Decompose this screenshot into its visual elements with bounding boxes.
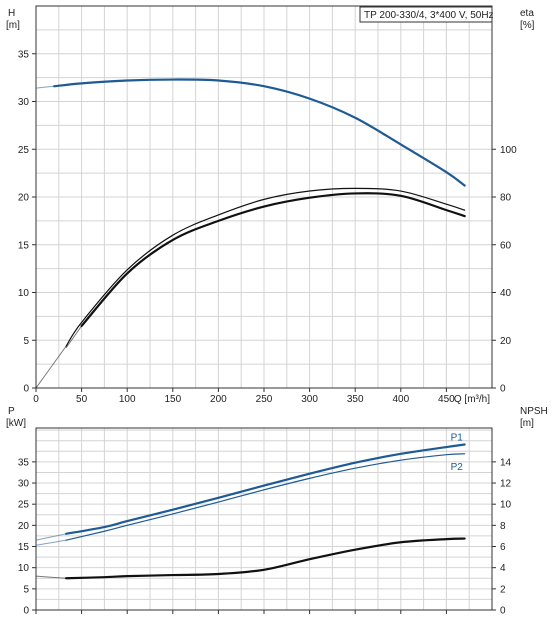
bottom-y-left-unit: [kW] [6,418,26,429]
top-series-eta-lead [65,325,83,349]
bottom-y-left-tick-label: 25 [18,500,30,511]
bottom-series-label-P2: P2 [451,462,464,473]
top-y-left-tick-label: 5 [23,336,29,347]
bottom-y-right-unit: [m] [520,418,534,429]
top-x-tick-label: 100 [119,394,136,405]
top-y-right-tick-label: 0 [500,384,506,395]
bottom-y-right-title: NPSH [520,406,548,417]
top-x-tick-label: 200 [210,394,227,405]
top-y-right-title: eta [520,8,534,19]
bottom-chart-series [35,443,466,580]
top-x-tick-label: 400 [392,394,409,405]
top-y-right-tick-label: 100 [500,145,517,156]
top-series-eta [80,192,466,328]
top-y-left-tick-label: 30 [18,97,30,108]
top-y-left-title: H [8,8,15,19]
bottom-y-right-tick-label: 10 [500,500,512,511]
bottom-y-right-tick-label: 4 [500,563,506,574]
bottom-y-right-tick-label: 8 [500,521,506,532]
bottom-y-right-tick-label: 12 [500,479,512,490]
top-x-tick-label: 250 [256,394,273,405]
top-x-tick-label: 300 [301,394,318,405]
top-y-right-tick-label: 20 [500,336,512,347]
top-chart-series [35,78,466,389]
bottom-y-left-tick-label: 15 [18,542,30,553]
bottom-y-right-tick-label: 2 [500,584,506,595]
top-x-tick-label: 50 [76,394,88,405]
bottom-y-right-tick-label: 6 [500,542,506,553]
bottom-y-left-tick-label: 35 [18,457,30,468]
chart-labels: 0 50 100 150 200 250 300 350 400 4500510152025303… [6,8,548,617]
top-y-left-tick-label: 10 [18,288,30,299]
top-x-tick-label: 0 [33,394,39,405]
top-x-axis-title: Q [m³/h] [454,394,490,405]
bottom-y-left-title: P [8,406,15,417]
bottom-series-P2 [65,453,466,541]
bottom-y-right-tick-label: 14 [500,457,512,468]
top-y-left-tick-label: 20 [18,193,30,204]
chart-title: TP 200-330/4, 3*400 V, 50Hz [364,10,494,21]
top-y-right-tick-label: 40 [500,288,512,299]
title-box [359,6,493,23]
bottom-y-left-tick-label: 30 [18,479,30,490]
bottom-series-P1-lead [35,533,67,541]
bottom-series-P2-lead [35,539,67,546]
top-x-tick-label: 350 [347,394,364,405]
top-y-left-unit: [m] [6,20,20,31]
top-y-left-tick-label: 25 [18,145,30,156]
bottom-y-left-tick-label: 20 [18,521,30,532]
top-series-eta-upper [65,187,466,347]
top-y-right-tick-label: 60 [500,240,512,251]
top-y-left-tick-label: 35 [18,49,30,60]
bottom-y-right-tick-label: 0 [500,606,506,617]
bottom-y-left-tick-label: 5 [23,584,29,595]
top-series-head [53,78,466,187]
top-y-left-tick-label: 0 [23,384,29,395]
bottom-series-label-P1: P1 [451,433,464,444]
top-y-right-tick-label: 80 [500,193,512,204]
bottom-series-NPSH [65,537,466,580]
bottom-series-P1 [65,443,466,535]
bottom-chart-grid [32,427,496,614]
top-y-right-unit: [%] [520,20,535,31]
top-x-tick-label: 450 [438,394,455,405]
top-series-eta-upper-lead [35,345,67,389]
bottom-y-left-tick-label: 0 [23,606,29,617]
top-y-left-tick-label: 15 [18,240,30,251]
bottom-y-left-tick-label: 10 [18,563,30,574]
top-x-tick-label: 150 [164,394,181,405]
top-chart-grid [32,5,496,392]
bottom-series-NPSH-lead [35,575,67,579]
